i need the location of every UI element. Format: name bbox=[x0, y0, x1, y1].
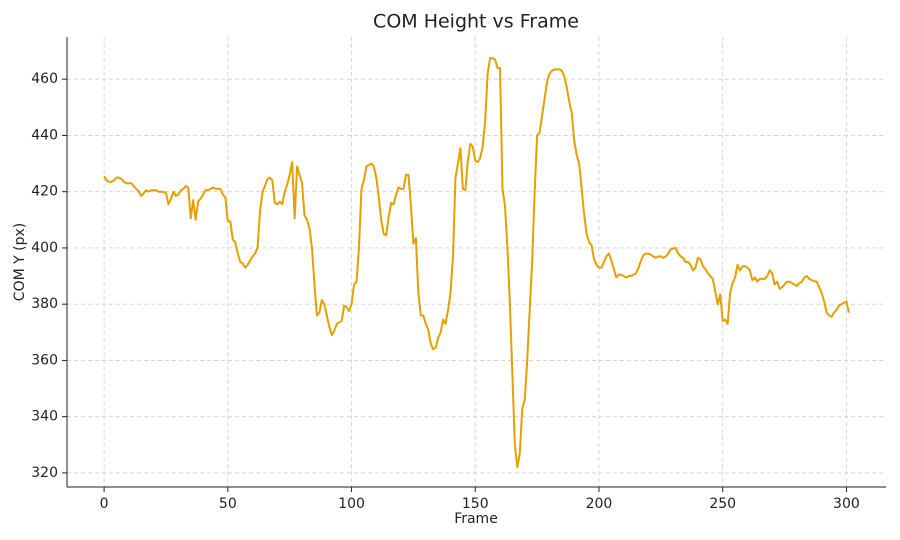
plot-area bbox=[103, 57, 850, 469]
x-tick-label: 250 bbox=[709, 496, 736, 512]
y-axis-label: COM Y (px) bbox=[12, 223, 28, 301]
x-tick-label: 150 bbox=[462, 496, 489, 512]
data-line bbox=[103, 57, 850, 469]
y-tick-label: 460 bbox=[31, 71, 58, 87]
y-tick-label: 440 bbox=[31, 127, 58, 143]
chart-title: COM Height vs Frame bbox=[373, 11, 579, 33]
x-tick-label: 300 bbox=[833, 496, 860, 512]
x-tick-label: 0 bbox=[100, 496, 109, 512]
y-tick-label: 420 bbox=[31, 184, 58, 200]
x-tick-label: 50 bbox=[219, 496, 237, 512]
y-tick-label: 320 bbox=[31, 465, 58, 481]
grid bbox=[67, 37, 886, 487]
y-tick-label: 340 bbox=[31, 409, 58, 425]
x-tick-label: 200 bbox=[586, 496, 613, 512]
x-tick-label: 100 bbox=[338, 496, 365, 512]
y-tick-label: 360 bbox=[31, 352, 58, 368]
y-tick-label: 380 bbox=[31, 296, 58, 312]
x-axis-label: Frame bbox=[454, 511, 498, 527]
y-tick-label: 400 bbox=[31, 240, 58, 256]
